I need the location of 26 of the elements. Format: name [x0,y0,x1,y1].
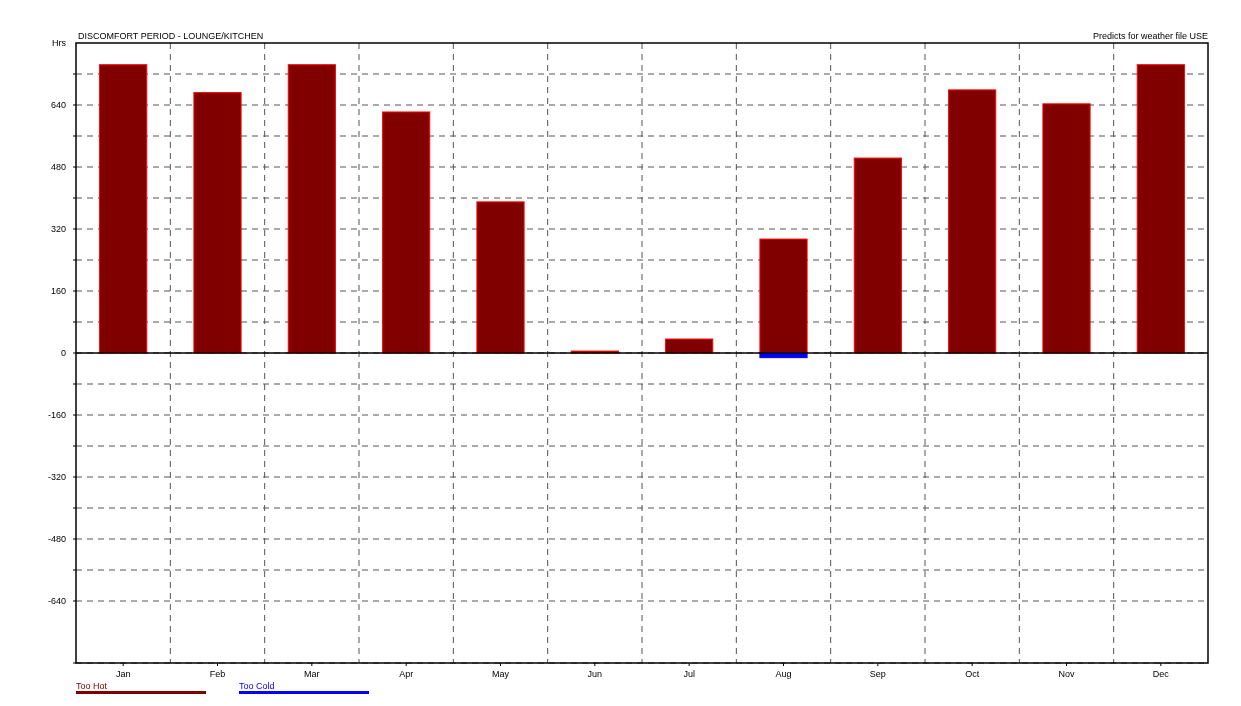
y-tick-label: -160 [47,410,66,421]
y-tick-label: 320 [50,224,66,235]
y-tick-label: 0 [60,348,66,359]
y-tick-label: 480 [50,162,66,173]
y-tick-label: 640 [50,100,66,111]
x-tick-label: Apr [399,669,414,679]
x-tick-label: Jun [587,669,603,679]
y-tick-label: -640 [47,596,66,607]
text: Too Hot [76,681,108,691]
x-tick-label: May [491,669,510,679]
y-tick-label: 160 [50,286,66,297]
x-tick-label: Oct [965,669,980,679]
chart-title: DISCOMFORT PERIOD - LOUNGE/KITCHEN [78,31,264,41]
x-tick-label: Mar [304,669,320,679]
x-tick-label: Aug [775,669,792,679]
x-tick-label: Jul [683,669,695,679]
x-tick-label: Dec [1152,669,1170,679]
text: Too Cold [239,681,275,691]
x-tick-label: Sep [869,669,886,679]
y-axis-title: Hrs [52,38,67,48]
x-tick-label: Jan [115,669,131,679]
x-tick-label: Feb [209,669,226,679]
x-tick-label: Nov [1058,669,1075,679]
y-tick-label: -480 [47,534,66,545]
chart-subtitle: Predicts for weather file USE [1092,31,1208,41]
y-tick-label: -320 [47,472,66,483]
